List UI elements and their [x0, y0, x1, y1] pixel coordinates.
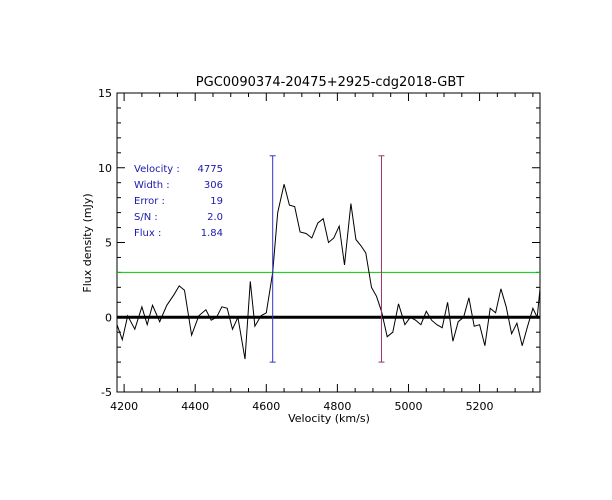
- y-tick-label: 15: [98, 87, 112, 100]
- chart-title: PGC0090374-20475+2925-cdg2018-GBT: [196, 75, 464, 90]
- x-tick-label: 4400: [181, 400, 209, 413]
- y-tick-label: 10: [98, 162, 112, 175]
- spectrum-line: [116, 184, 541, 360]
- x-tick-label: 4800: [323, 400, 351, 413]
- y-tick-label: -5: [101, 386, 112, 399]
- annotation-label: Width :: [134, 180, 170, 191]
- annotation-label: Flux :: [134, 228, 161, 239]
- annotation-value: 19: [210, 196, 223, 207]
- annotation-value: 306: [204, 180, 223, 191]
- x-tick-label: 4200: [110, 400, 138, 413]
- y-tick-label: 5: [105, 237, 112, 250]
- annotation-value: 4775: [198, 164, 223, 175]
- y-tick-label: 0: [105, 311, 112, 324]
- annotation-label: Velocity :: [134, 164, 180, 175]
- x-axis-label: Velocity (km/s): [288, 412, 370, 425]
- annotation-label: S/N :: [134, 212, 158, 223]
- x-tick-label: 5000: [394, 400, 422, 413]
- y-axis-label: Flux density (mJy): [81, 193, 94, 292]
- annotation-value: 1.84: [201, 228, 223, 239]
- x-tick-label: 4600: [252, 400, 280, 413]
- annotation-label: Error :: [134, 196, 165, 207]
- x-tick-label: 5200: [466, 400, 494, 413]
- annotation-value: 2.0: [207, 212, 223, 223]
